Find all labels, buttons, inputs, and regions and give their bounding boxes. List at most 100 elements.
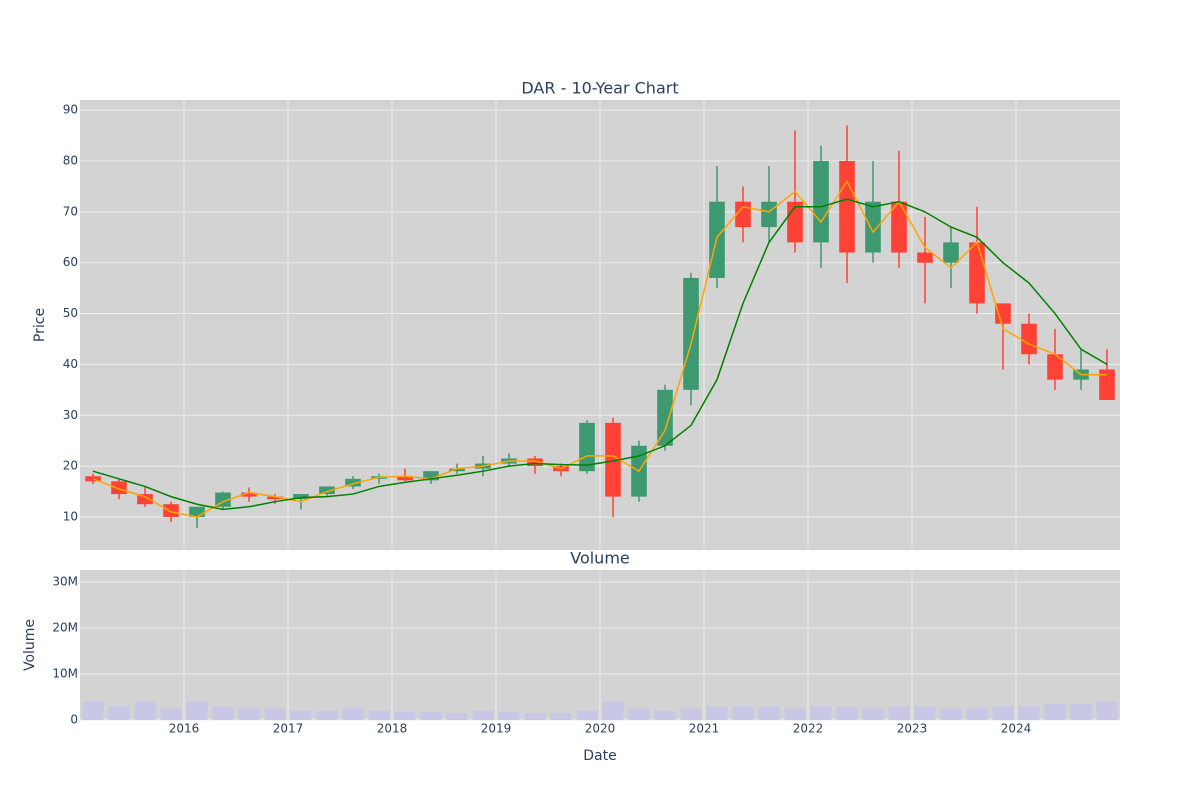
volume-bar bbox=[160, 708, 182, 720]
volume-bar bbox=[82, 701, 104, 720]
candle-body bbox=[995, 303, 1011, 324]
volume-bar bbox=[602, 701, 624, 720]
candle-body bbox=[943, 242, 959, 263]
volume-bar bbox=[758, 706, 780, 720]
x-tick-label: 2017 bbox=[273, 722, 304, 736]
volume-bar bbox=[732, 706, 754, 720]
candle-body bbox=[579, 422, 595, 472]
candle-body bbox=[527, 458, 543, 467]
candle-body bbox=[917, 252, 933, 263]
candle-body bbox=[761, 201, 777, 228]
volume-bar bbox=[186, 701, 208, 720]
candle-body bbox=[657, 389, 673, 446]
volume-title: Volume bbox=[570, 549, 630, 568]
volume-bar bbox=[238, 708, 260, 720]
x-tick-label: 2022 bbox=[793, 722, 824, 736]
volume-bar bbox=[810, 706, 832, 720]
x-tick-label: 2024 bbox=[1001, 722, 1032, 736]
volume-bar bbox=[706, 706, 728, 720]
candle-body bbox=[1047, 354, 1063, 380]
x-tick-label: 2021 bbox=[689, 722, 720, 736]
y-tick-label: 0 bbox=[70, 713, 78, 727]
volume-bar bbox=[680, 708, 702, 720]
candle-body bbox=[735, 201, 751, 228]
y-tick-label: 10 bbox=[63, 509, 78, 523]
volume-bar bbox=[394, 711, 416, 720]
y-axis-label: Volume bbox=[22, 619, 38, 671]
volume-bar bbox=[1096, 701, 1118, 720]
candle-body bbox=[163, 504, 179, 517]
volume-bar bbox=[134, 701, 156, 720]
volume-bar bbox=[576, 710, 598, 720]
y-tick-label: 20 bbox=[63, 459, 78, 473]
volume-bar bbox=[524, 713, 546, 720]
volume-bar bbox=[784, 708, 806, 720]
moving-average bbox=[92, 179, 1107, 518]
volume-bar bbox=[316, 710, 338, 720]
volume-bar bbox=[1018, 706, 1040, 720]
y-axis-label: Price bbox=[32, 308, 48, 342]
candle-body bbox=[189, 506, 205, 517]
candle-body bbox=[683, 277, 699, 390]
y-tick-label: 40 bbox=[63, 357, 78, 371]
volume-bar bbox=[498, 711, 520, 720]
candle-body bbox=[397, 476, 413, 481]
y-tick-label: 20M bbox=[52, 620, 78, 634]
x-tick-label: 2016 bbox=[169, 722, 200, 736]
candle-body bbox=[813, 161, 829, 243]
y-tick-label: 50 bbox=[63, 306, 78, 320]
volume-bar bbox=[550, 713, 572, 720]
y-tick-label: 60 bbox=[63, 255, 78, 269]
y-tick-label: 90 bbox=[63, 103, 78, 117]
volume-bar bbox=[992, 706, 1014, 720]
volume-bar bbox=[862, 708, 884, 720]
volume-bar bbox=[446, 713, 468, 720]
candle-body bbox=[449, 468, 465, 472]
candle-body bbox=[1021, 323, 1037, 355]
volume-bar bbox=[212, 706, 234, 720]
candle-body bbox=[839, 161, 855, 253]
volume-bar bbox=[342, 708, 364, 720]
volume-bar bbox=[628, 708, 650, 720]
volume-bar bbox=[888, 706, 910, 720]
candle-body bbox=[1099, 369, 1115, 400]
y-tick-label: 30M bbox=[52, 574, 78, 588]
candle-body bbox=[969, 242, 985, 304]
x-axis-label: Date bbox=[583, 748, 616, 764]
candle-body bbox=[111, 481, 127, 495]
candle-body bbox=[267, 496, 283, 500]
volume-bar bbox=[836, 706, 858, 720]
volume-bar bbox=[914, 706, 936, 720]
y-tick-label: 80 bbox=[63, 154, 78, 168]
volume-bar bbox=[472, 710, 494, 720]
volume-bar bbox=[1044, 703, 1066, 720]
candle-body bbox=[293, 494, 309, 500]
moving-average bbox=[92, 198, 1108, 511]
candle-body bbox=[345, 478, 361, 487]
volume-bar bbox=[420, 711, 442, 720]
y-tick-label: 30 bbox=[63, 408, 78, 422]
volume-bar bbox=[966, 708, 988, 720]
y-tick-label: 70 bbox=[63, 204, 78, 218]
volume-bar bbox=[368, 710, 390, 720]
x-tick-label: 2018 bbox=[377, 722, 408, 736]
x-tick-label: 2020 bbox=[585, 722, 616, 736]
candle-body bbox=[137, 494, 153, 505]
x-tick-label: 2023 bbox=[897, 722, 928, 736]
candle-body bbox=[605, 422, 621, 497]
x-tick-label: 2019 bbox=[481, 722, 512, 736]
y-tick-label: 10M bbox=[52, 666, 78, 680]
candle-body bbox=[85, 476, 101, 482]
volume-bar bbox=[108, 706, 130, 720]
volume-bar bbox=[264, 708, 286, 720]
chart-title: DAR - 10-Year Chart bbox=[521, 79, 678, 98]
volume-bar bbox=[654, 710, 676, 720]
volume-bar bbox=[290, 710, 312, 720]
candle-body bbox=[865, 201, 881, 253]
candle-body bbox=[241, 492, 257, 497]
candle-body bbox=[423, 471, 439, 481]
candle-body bbox=[891, 201, 907, 253]
candle-body bbox=[319, 486, 335, 495]
volume-bar bbox=[1070, 703, 1092, 720]
